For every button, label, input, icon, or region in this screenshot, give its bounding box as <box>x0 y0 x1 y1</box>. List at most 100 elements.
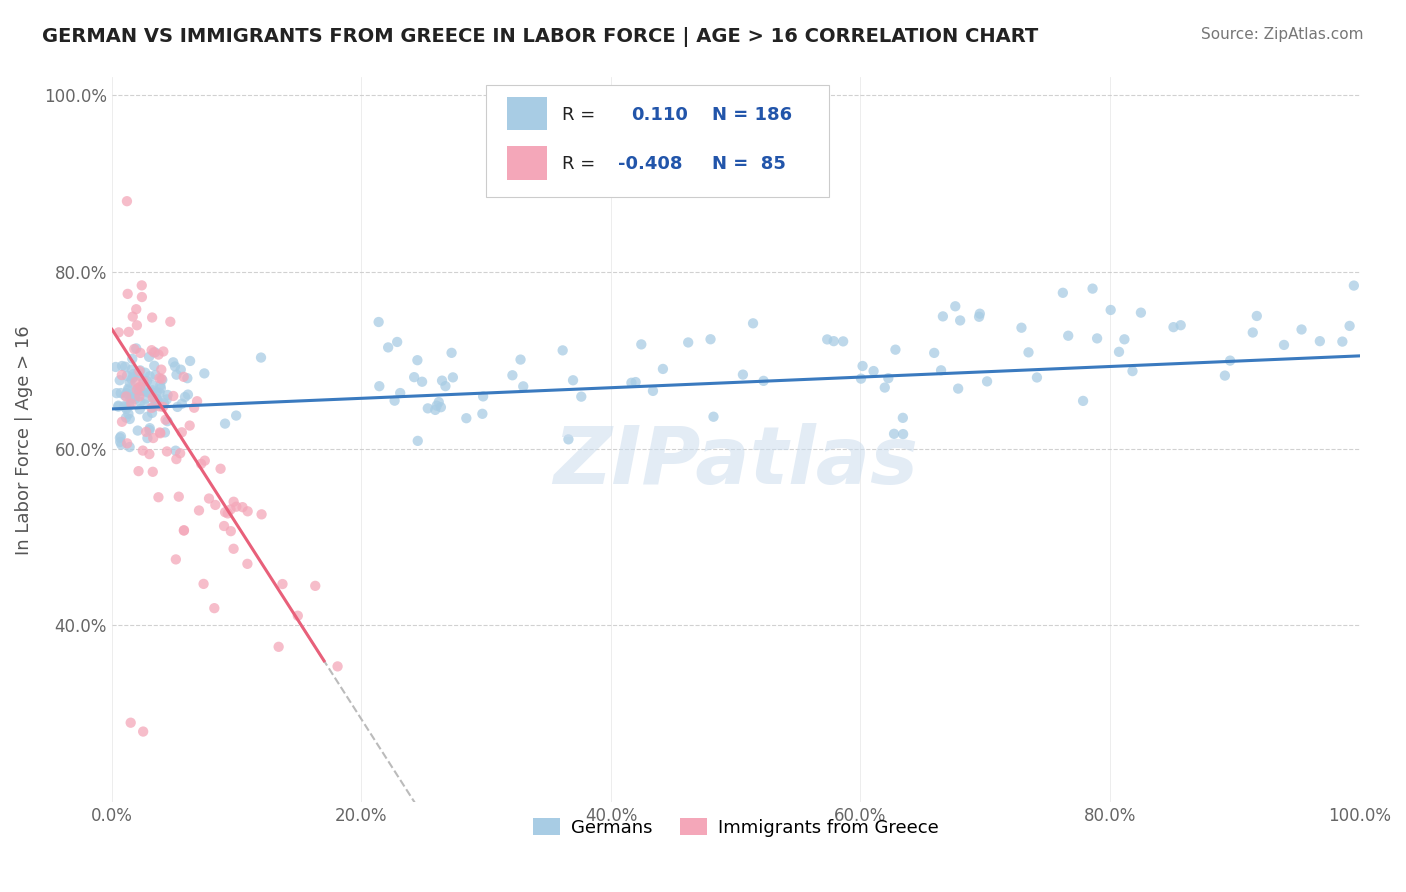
Point <box>225 409 247 423</box>
Point <box>1052 285 1074 300</box>
Point <box>131 290 153 304</box>
Point <box>190 457 212 471</box>
Point <box>862 364 884 378</box>
Point <box>1108 344 1130 359</box>
Point <box>1309 334 1331 348</box>
Point <box>1241 326 1264 340</box>
Point <box>135 425 157 439</box>
Point <box>440 346 463 360</box>
Legend: Germans, Immigrants from Greece: Germans, Immigrants from Greece <box>526 811 946 844</box>
Point <box>124 392 146 406</box>
Point <box>1339 318 1361 333</box>
Point <box>139 384 162 399</box>
Point <box>699 332 721 346</box>
Point <box>752 374 775 388</box>
Point <box>150 372 173 386</box>
Point <box>702 409 724 424</box>
Point <box>426 399 449 413</box>
Point <box>146 392 169 406</box>
FancyBboxPatch shape <box>486 85 830 197</box>
Point <box>166 400 188 414</box>
Point <box>141 310 163 325</box>
Point <box>150 373 173 387</box>
Point <box>877 371 900 385</box>
Point <box>108 373 131 387</box>
Point <box>1219 353 1241 368</box>
Point <box>142 378 165 392</box>
Point <box>121 391 143 405</box>
Point <box>193 577 215 591</box>
Point <box>167 490 190 504</box>
Point <box>128 384 150 399</box>
Point <box>136 374 159 388</box>
Point <box>1099 302 1122 317</box>
Point <box>434 379 457 393</box>
Point <box>214 417 236 431</box>
Point <box>165 443 187 458</box>
Point <box>148 371 170 385</box>
Point <box>165 552 187 566</box>
Point <box>114 359 136 374</box>
Point <box>108 431 131 445</box>
Point <box>114 400 136 414</box>
Point <box>1085 331 1108 345</box>
Point <box>153 396 176 410</box>
Point <box>174 390 197 404</box>
Point <box>148 400 170 414</box>
Point <box>832 334 855 349</box>
Point <box>430 374 453 388</box>
Point <box>212 519 235 533</box>
Text: Source: ZipAtlas.com: Source: ZipAtlas.com <box>1201 27 1364 42</box>
Point <box>162 389 184 403</box>
Point <box>110 386 132 401</box>
Point <box>219 524 242 538</box>
Point <box>142 465 165 479</box>
Point <box>107 399 129 413</box>
Point <box>1163 320 1185 334</box>
Point <box>217 507 239 521</box>
Point <box>117 286 139 301</box>
Text: R =: R = <box>562 106 596 124</box>
Point <box>183 401 205 415</box>
Point <box>425 403 447 417</box>
Point <box>122 367 145 381</box>
Point <box>121 362 143 376</box>
Text: -0.408: -0.408 <box>619 155 683 173</box>
Point <box>384 393 406 408</box>
Point <box>128 389 150 403</box>
Point <box>128 364 150 378</box>
Point <box>177 387 200 401</box>
Point <box>142 401 165 415</box>
Point <box>404 370 426 384</box>
Point <box>731 368 754 382</box>
Point <box>188 503 211 517</box>
Point <box>441 370 464 384</box>
Point <box>127 381 149 395</box>
Point <box>1343 278 1365 293</box>
Point <box>148 348 170 362</box>
Point <box>118 325 141 339</box>
Point <box>1246 309 1268 323</box>
Text: R =: R = <box>562 155 596 173</box>
Point <box>1018 345 1040 359</box>
Point <box>976 375 998 389</box>
Point <box>107 326 129 340</box>
Point <box>202 601 225 615</box>
Point <box>120 715 142 730</box>
Point <box>108 434 131 449</box>
Point <box>176 371 198 385</box>
Point <box>125 302 148 317</box>
Text: 0.110: 0.110 <box>631 106 688 124</box>
Point <box>129 380 152 394</box>
Point <box>148 490 170 504</box>
Point <box>222 495 245 509</box>
Point <box>149 378 172 392</box>
Point <box>471 407 494 421</box>
Point <box>128 368 150 383</box>
Point <box>416 401 439 416</box>
Point <box>389 386 412 401</box>
Point <box>117 383 139 397</box>
Point <box>118 412 141 426</box>
Point <box>132 375 155 389</box>
Point <box>115 386 138 401</box>
